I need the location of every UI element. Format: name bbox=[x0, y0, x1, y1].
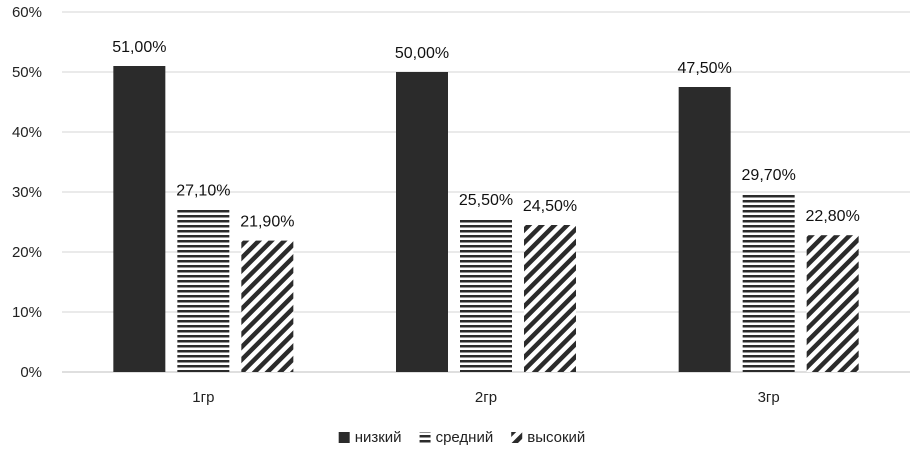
legend-swatch bbox=[511, 432, 523, 443]
bar-diagonal bbox=[806, 235, 859, 372]
legend-swatch bbox=[419, 432, 431, 443]
legend-item: низкий bbox=[338, 429, 402, 446]
x-tick-label: 1гр bbox=[192, 389, 214, 406]
y-tick-label: 60% bbox=[12, 4, 42, 21]
x-tick-label: 2гр bbox=[475, 389, 497, 406]
data-label: 47,50% bbox=[678, 60, 732, 77]
data-label: 22,80% bbox=[806, 208, 860, 225]
y-axis: 0% 10% 20% 30% 40% 50% 60% bbox=[12, 4, 42, 381]
bar-horizontal bbox=[742, 193, 795, 372]
y-tick-label: 40% bbox=[12, 124, 42, 141]
bar-horizontal bbox=[177, 209, 230, 372]
data-label: 51,00% bbox=[112, 39, 166, 56]
y-tick-label: 10% bbox=[12, 304, 42, 321]
data-label: 50,00% bbox=[395, 45, 449, 62]
bar-diagonal bbox=[241, 240, 294, 372]
data-labels: 51,00% 27,10% 21,90% 50,00% 25,50% 24,50% 47,5… bbox=[112, 39, 860, 231]
x-axis: 1гр 2гр 3гр bbox=[192, 389, 779, 406]
legend-label: высокий bbox=[527, 429, 585, 446]
x-tick-label: 3гр bbox=[758, 389, 780, 406]
data-label: 29,70% bbox=[742, 167, 796, 184]
legend-label: низкий bbox=[355, 429, 402, 446]
y-tick-label: 20% bbox=[12, 244, 42, 261]
bars bbox=[113, 66, 859, 372]
bar-solid bbox=[396, 72, 448, 372]
bar-solid bbox=[113, 66, 166, 372]
data-label: 27,10% bbox=[176, 182, 230, 199]
data-label: 24,50% bbox=[523, 198, 577, 215]
legend-label: средний bbox=[436, 429, 494, 446]
data-label: 21,90% bbox=[240, 214, 294, 231]
y-tick-label: 0% bbox=[20, 364, 42, 381]
bar-diagonal bbox=[524, 225, 576, 372]
data-label: 25,50% bbox=[459, 192, 513, 209]
bar-solid bbox=[678, 87, 731, 372]
legend-item: высокий bbox=[511, 429, 585, 446]
y-tick-label: 30% bbox=[12, 184, 42, 201]
bar-horizontal bbox=[460, 219, 512, 372]
legend: низкий средний высокий bbox=[338, 429, 585, 446]
y-tick-label: 50% bbox=[12, 64, 42, 81]
legend-item: средний bbox=[419, 429, 494, 446]
legend-swatch bbox=[338, 432, 350, 443]
